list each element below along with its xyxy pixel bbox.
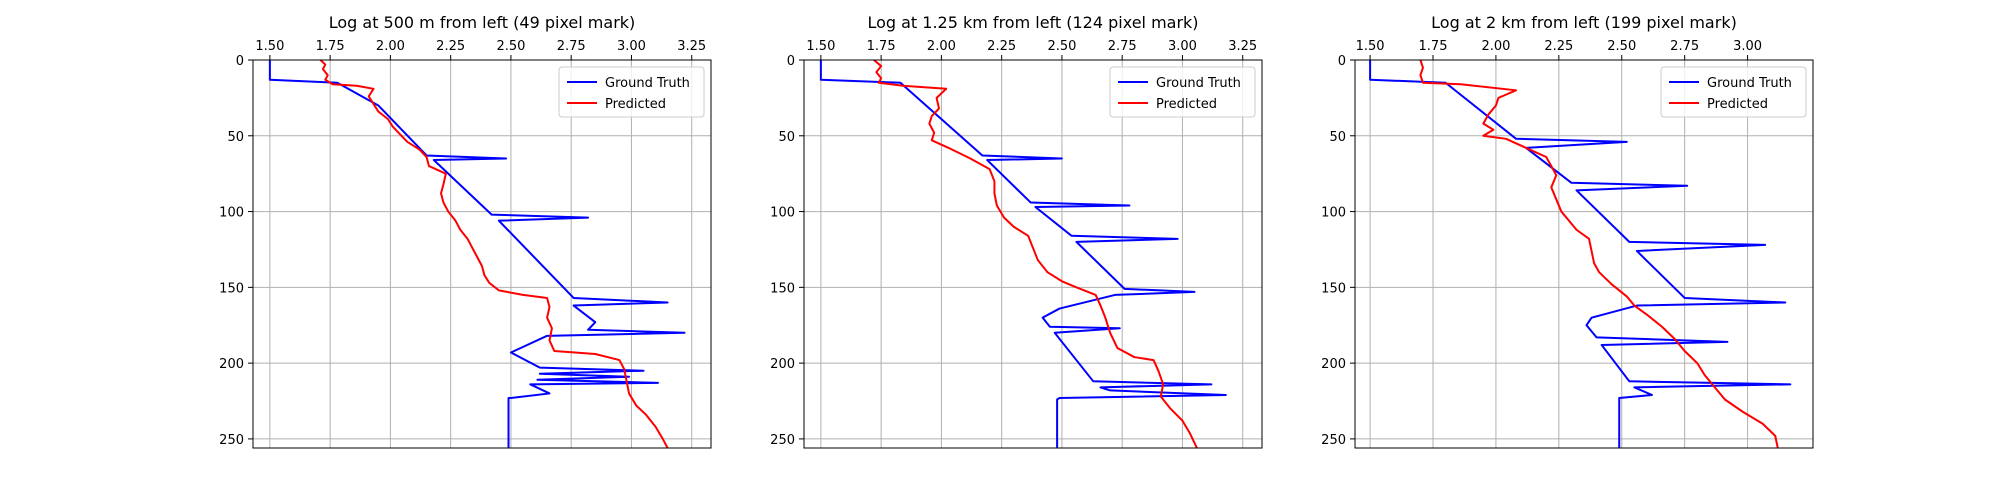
predicted-line	[1419, 60, 1779, 448]
y-tick-label: 100	[770, 206, 795, 221]
y-tick-label: 50	[227, 130, 244, 145]
x-tick-label: 3.25	[677, 39, 706, 54]
x-tick-label: 1.75	[867, 39, 896, 54]
x-tick-label: 3.00	[1733, 39, 1762, 54]
y-tick-label: 100	[1321, 206, 1346, 221]
x-tick-label: 2.50	[1607, 39, 1636, 54]
x-tick-label: 2.00	[1481, 39, 1510, 54]
x-tick-label: 2.75	[1670, 39, 1699, 54]
y-tick-label: 250	[1321, 433, 1346, 448]
predicted-line	[319, 60, 669, 448]
legend-entry-predicted-label: Predicted	[1707, 97, 1768, 112]
y-tick-label: 50	[1329, 130, 1346, 145]
chart-panel-2: 1.50 1.75 2.00 2.25 2.50 2.75 3.00 3.25 0 50 100 15…	[770, 13, 1263, 449]
legend-box	[558, 66, 705, 118]
chart-panel-1: 1.50 1.75 2.00 2.25 2.50 2.75 3.00 3.25 0 50 100 15…	[219, 13, 712, 449]
legend: Ground Truth Predicted	[1109, 66, 1256, 118]
legend-entry-ground-truth-label: Ground Truth	[605, 76, 690, 91]
legend-entry-predicted-label: Predicted	[1156, 97, 1217, 112]
y-tick-label: 150	[219, 281, 244, 296]
x-tick-label: 2.50	[496, 39, 525, 54]
x-tick-label: 1.50	[1356, 39, 1385, 54]
y-tick-label: 0	[1338, 54, 1346, 69]
y-tick-label: 0	[236, 54, 244, 69]
x-tick-label: 1.75	[1419, 39, 1448, 54]
predicted-line	[873, 60, 1198, 448]
x-tick-label: 3.00	[1168, 39, 1197, 54]
y-tick-label: 50	[778, 130, 795, 145]
legend-box	[1660, 66, 1807, 118]
x-tick-label: 3.25	[1228, 39, 1257, 54]
x-tick-label: 2.50	[1047, 39, 1076, 54]
y-tick-label: 150	[1321, 281, 1346, 296]
x-tick-label: 1.50	[806, 39, 835, 54]
x-tick-label: 2.00	[376, 39, 405, 54]
y-tick-label: 100	[219, 206, 244, 221]
x-tick-label: 2.25	[1544, 39, 1573, 54]
ground-truth-line	[268, 60, 686, 448]
chart-title: Log at 2 km from left (199 pixel mark)	[1431, 13, 1737, 32]
plot-frame	[252, 59, 712, 449]
legend: Ground Truth Predicted	[558, 66, 705, 118]
x-tick-label: 2.00	[927, 39, 956, 54]
ground-truth-line	[819, 60, 1227, 448]
x-tick-label: 3.00	[617, 39, 646, 54]
legend-box	[1109, 66, 1256, 118]
legend-entry-predicted-label: Predicted	[605, 97, 666, 112]
y-tick-label: 250	[219, 433, 244, 448]
legend-entry-ground-truth-label: Ground Truth	[1156, 76, 1241, 91]
legend: Ground Truth Predicted	[1660, 66, 1807, 118]
legend-entry-ground-truth-label: Ground Truth	[1707, 76, 1792, 91]
y-tick-label: 200	[1321, 357, 1346, 372]
x-tick-label: 1.50	[255, 39, 284, 54]
plot-frame	[803, 59, 1263, 449]
y-tick-label: 200	[770, 357, 795, 372]
x-tick-label: 2.25	[987, 39, 1016, 54]
chart-title: Log at 1.25 km from left (124 pixel mark…	[867, 13, 1198, 32]
x-tick-label: 2.75	[1108, 39, 1137, 54]
y-tick-label: 150	[770, 281, 795, 296]
y-tick-label: 250	[770, 433, 795, 448]
x-tick-label: 2.25	[436, 39, 465, 54]
x-tick-label: 1.75	[316, 39, 345, 54]
y-tick-label: 200	[219, 357, 244, 372]
x-tick-label: 2.75	[557, 39, 586, 54]
chart-panel-3: 1.50 1.75 2.00 2.25 2.50 2.75 3.00 0 50 100 150 200…	[1321, 13, 1814, 449]
ground-truth-line	[1369, 60, 1792, 448]
y-tick-label: 0	[787, 54, 795, 69]
plot-frame	[1354, 59, 1814, 449]
chart-title: Log at 500 m from left (49 pixel mark)	[329, 13, 636, 32]
